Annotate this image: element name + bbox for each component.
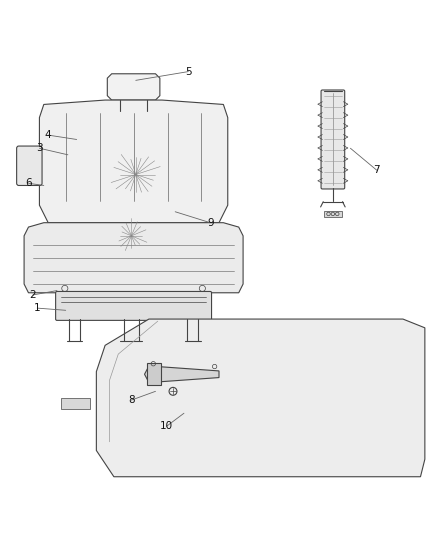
Text: 3: 3 (36, 143, 43, 154)
Text: 1: 1 (34, 303, 41, 313)
Polygon shape (96, 319, 425, 477)
Polygon shape (107, 74, 160, 100)
Text: 6: 6 (25, 178, 32, 188)
Polygon shape (39, 100, 228, 223)
Text: 9: 9 (207, 217, 214, 228)
Text: 8: 8 (128, 395, 135, 405)
Bar (324, 211, 342, 216)
Text: 2: 2 (29, 290, 36, 300)
Text: 10: 10 (160, 422, 173, 431)
Text: 4: 4 (45, 130, 52, 140)
FancyBboxPatch shape (321, 90, 345, 189)
FancyBboxPatch shape (17, 146, 42, 185)
Bar (147, 363, 161, 385)
Polygon shape (24, 223, 243, 293)
Polygon shape (145, 366, 219, 383)
FancyBboxPatch shape (56, 292, 212, 320)
Text: 5: 5 (185, 67, 192, 77)
Bar (61, 398, 90, 409)
Text: 7: 7 (373, 165, 380, 175)
